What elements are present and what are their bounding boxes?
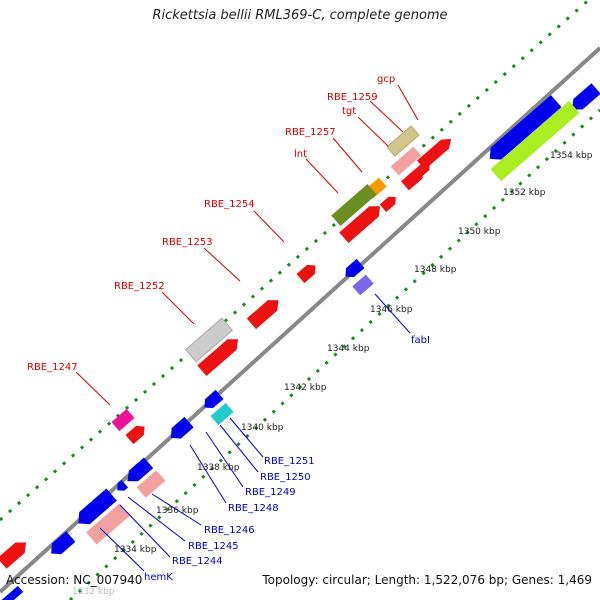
- gene-label-forward: RBE_1254: [204, 199, 255, 210]
- gene-label-reverse: hemK: [144, 572, 173, 583]
- scale-label: 1352 kbp: [503, 188, 546, 198]
- scale-label: 1340 kbp: [241, 423, 284, 433]
- accession-text: Accession: NC_007940: [6, 573, 143, 587]
- scale-label: 1338 kbp: [197, 463, 240, 473]
- scale-label: 1332 kbp: [72, 587, 115, 597]
- scale-label: 1346 kbp: [370, 305, 413, 315]
- scale-label: 1344 kbp: [327, 344, 370, 354]
- gene-label-reverse: RBE_1251: [264, 456, 315, 467]
- reverse-leader-lines: [99, 293, 411, 572]
- gene-label-forward: RBE_1259: [327, 92, 378, 103]
- gene-label-forward: RBE_1252: [114, 281, 165, 292]
- map-title: Rickettsia bellii RML369-C, complete gen…: [152, 8, 448, 23]
- scale-label: 1342 kbp: [284, 383, 327, 393]
- forward-leader-lines: [75, 84, 419, 406]
- scale-label: 1334 kbp: [114, 545, 157, 555]
- scale-labels: 1332 kbp 1334 kbp 1336 kbp 1338 kbp 1340…: [72, 151, 593, 597]
- gene-label-forward: lnt: [294, 149, 307, 160]
- scale-label: 1348 kbp: [414, 265, 457, 275]
- gene-label-reverse: fabI: [411, 335, 430, 346]
- forward-gene-labels: gcp RBE_1259 tgt RBE_1257 lnt RBE_1254 R…: [27, 74, 395, 373]
- reverse-gene-labels: fabI RBE_1251 RBE_1250 RBE_1249 RBE_1248…: [144, 335, 430, 583]
- gene-label-forward: RBE_1257: [285, 127, 336, 138]
- gene-label-reverse: RBE_1250: [260, 472, 311, 483]
- gene-label-forward: gcp: [377, 74, 395, 85]
- gene-label-reverse: RBE_1248: [228, 503, 279, 514]
- scale-label: 1350 kbp: [458, 227, 501, 237]
- gene-label-reverse: RBE_1245: [188, 541, 239, 552]
- gene-label-reverse: RBE_1246: [204, 525, 255, 536]
- gene-label-reverse: RBE_1244: [172, 556, 223, 567]
- gene-label-forward: RBE_1253: [162, 237, 213, 248]
- genome-summary: Topology: circular; Length: 1,522,076 bp…: [262, 573, 592, 587]
- forward-strand-genes: [0, 125, 452, 569]
- gene-label-reverse: RBE_1249: [245, 487, 296, 498]
- scale-label: 1354 kbp: [550, 151, 593, 161]
- gene-label-forward: RBE_1247: [27, 362, 78, 373]
- gene-label-forward: tgt: [342, 106, 356, 117]
- scale-label: 1336 kbp: [156, 506, 199, 516]
- reverse-strand-genes: [0, 83, 600, 600]
